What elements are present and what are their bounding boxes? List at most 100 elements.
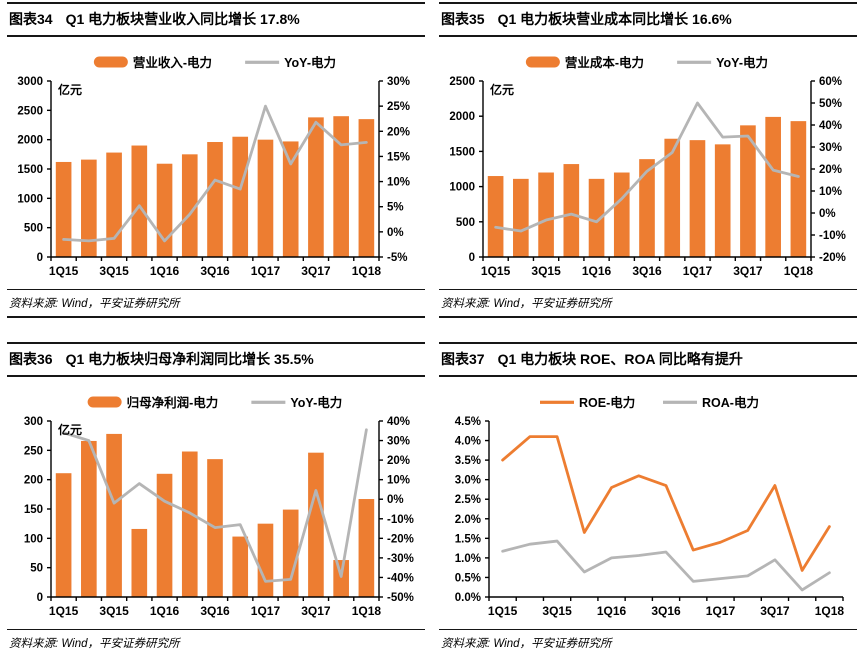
svg-text:3Q15: 3Q15: [99, 604, 129, 618]
svg-text:25%: 25%: [387, 101, 410, 113]
svg-text:20%: 20%: [819, 164, 842, 176]
svg-text:30%: 30%: [819, 142, 842, 154]
axis-labels: 0 500 1000 1500 2000 2500 -20% -10% 0% 10% 20% 30% 4…: [449, 76, 845, 278]
figure-title-36: 图表36 Q1 电力板块归母净利润同比增长 35.5%: [7, 342, 425, 378]
source-note: 资料来源: Wind，平安证券研究所: [439, 289, 857, 319]
svg-text:40%: 40%: [819, 120, 842, 132]
svg-text:100: 100: [24, 534, 43, 546]
svg-text:3.0%: 3.0%: [455, 475, 481, 487]
svg-text:YoY-电力: YoY-电力: [290, 395, 342, 410]
svg-text:1.0%: 1.0%: [455, 553, 481, 565]
figure-label: 图表36: [9, 351, 53, 367]
svg-text:1Q16: 1Q16: [150, 264, 180, 278]
svg-text:500: 500: [24, 223, 43, 235]
legend: ROE-电力 ROA-电力: [540, 395, 759, 410]
svg-text:0: 0: [37, 592, 43, 604]
svg-text:-10%: -10%: [819, 230, 846, 242]
legend: 营业成本-电力 YoY-电力: [525, 55, 768, 70]
svg-text:0.5%: 0.5%: [455, 573, 481, 585]
svg-text:YoY-电力: YoY-电力: [284, 55, 336, 70]
svg-text:30%: 30%: [387, 76, 410, 88]
svg-text:1000: 1000: [449, 182, 475, 194]
svg-text:1Q17: 1Q17: [251, 264, 281, 278]
svg-text:0.0%: 0.0%: [455, 592, 481, 604]
svg-text:15%: 15%: [387, 152, 410, 164]
svg-text:3Q15: 3Q15: [99, 264, 129, 278]
svg-text:1Q15: 1Q15: [481, 264, 511, 278]
line-series: [501, 539, 831, 592]
axis-labels: 0.0% 0.5% 1.0% 1.5% 2.0% 2.5% 3.0% 3.5% 4.0% 4.5%…: [455, 416, 845, 618]
figure-title-34: 图表34 Q1 电力板块营业收入同比增长 17.8%: [7, 2, 425, 38]
source-note: 资料来源: Wind，平安证券研究所: [439, 629, 857, 652]
svg-text:3.5%: 3.5%: [455, 455, 481, 467]
figure-label: 图表35: [441, 11, 485, 27]
svg-text:2.5%: 2.5%: [455, 494, 481, 506]
bar-series: [487, 117, 807, 258]
svg-text:1Q16: 1Q16: [150, 604, 180, 618]
svg-text:亿元: 亿元: [58, 82, 82, 97]
chart-cost-yoy: 0 500 1000 1500 2000 2500 -20% -10% 0% 10% 20% 30% 4…: [449, 55, 845, 278]
chart-revenue-yoy: 0 500 1000 1500 2000 2500 3000 -5% 0% 5% 10% 15% 20%…: [17, 55, 410, 278]
svg-text:250: 250: [24, 446, 43, 458]
svg-text:-5%: -5%: [387, 252, 407, 264]
svg-text:20%: 20%: [387, 455, 410, 467]
svg-text:4.5%: 4.5%: [455, 416, 481, 428]
figure-title-text: Q1 电力板块营业收入同比增长 17.8%: [65, 11, 300, 27]
svg-text:YoY-电力: YoY-电力: [716, 55, 768, 70]
svg-text:1500: 1500: [17, 164, 43, 176]
svg-text:2000: 2000: [17, 135, 43, 147]
svg-text:1Q15: 1Q15: [49, 604, 79, 618]
svg-text:3Q17: 3Q17: [301, 264, 331, 278]
legend: 营业收入-电力 YoY-电力: [93, 55, 336, 70]
line-series: [501, 435, 831, 572]
svg-text:ROE-电力: ROE-电力: [579, 395, 635, 410]
svg-text:-30%: -30%: [387, 553, 414, 565]
svg-text:1Q15: 1Q15: [49, 264, 79, 278]
axis-labels: 0 500 1000 1500 2000 2500 3000 -5% 0% 5% 10% 15% 20%…: [17, 76, 410, 278]
figure-title-37: 图表37 Q1 电力板块 ROE、ROA 同比略有提升: [439, 342, 857, 378]
line-series: [62, 428, 368, 583]
source-note: 资料来源: Wind，平安证券研究所: [7, 289, 425, 319]
axes: [479, 80, 815, 262]
axes: [47, 420, 383, 602]
svg-text:ROA-电力: ROA-电力: [702, 395, 759, 410]
svg-text:1Q18: 1Q18: [352, 264, 382, 278]
svg-text:20%: 20%: [387, 126, 410, 138]
figure-panel-35: 图表35 Q1 电力板块营业成本同比增长 16.6% 0 500 1000 1500 2…: [432, 0, 864, 340]
svg-text:1.5%: 1.5%: [455, 534, 481, 546]
svg-text:3Q16: 3Q16: [200, 604, 230, 618]
svg-text:50: 50: [30, 563, 43, 575]
svg-text:-20%: -20%: [387, 534, 414, 546]
figure-label: 图表37: [441, 351, 485, 367]
svg-text:3Q17: 3Q17: [760, 604, 790, 618]
svg-text:-10%: -10%: [387, 514, 414, 526]
svg-text:3Q15: 3Q15: [531, 264, 561, 278]
svg-text:-40%: -40%: [387, 573, 414, 585]
axes: [485, 420, 844, 602]
figure-title-35: 图表35 Q1 电力板块营业成本同比增长 16.6%: [439, 2, 857, 38]
svg-text:5%: 5%: [387, 202, 404, 214]
figure-panel-37: 图表37 Q1 电力板块 ROE、ROA 同比略有提升 0.0% 0.5% 1.0%…: [432, 340, 864, 652]
figure-title-text: Q1 电力板块 ROE、ROA 同比略有提升: [497, 351, 743, 367]
svg-text:3Q15: 3Q15: [542, 604, 572, 618]
svg-text:150: 150: [24, 504, 43, 516]
svg-text:1Q17: 1Q17: [251, 604, 281, 618]
figure-title-text: Q1 电力板块归母净利润同比增长 35.5%: [65, 351, 314, 367]
svg-text:10%: 10%: [387, 177, 410, 189]
figure-panel-34: 图表34 Q1 电力板块营业收入同比增长 17.8% 0 500 1000 1500 2…: [0, 0, 432, 340]
svg-text:1000: 1000: [17, 194, 43, 206]
svg-text:10%: 10%: [387, 475, 410, 487]
svg-text:50%: 50%: [819, 98, 842, 110]
svg-text:200: 200: [24, 475, 43, 487]
svg-text:1Q18: 1Q18: [784, 264, 814, 278]
svg-text:3Q16: 3Q16: [200, 264, 230, 278]
legend: 归母净利润-电力 YoY-电力: [87, 395, 342, 410]
svg-text:1Q17: 1Q17: [683, 264, 713, 278]
svg-text:40%: 40%: [387, 416, 410, 428]
svg-text:2000: 2000: [449, 111, 475, 123]
source-note: 资料来源: Wind，平安证券研究所: [7, 629, 425, 652]
svg-text:300: 300: [24, 416, 43, 428]
svg-text:1Q18: 1Q18: [815, 604, 845, 618]
svg-text:营业成本-电力: 营业成本-电力: [565, 55, 644, 70]
